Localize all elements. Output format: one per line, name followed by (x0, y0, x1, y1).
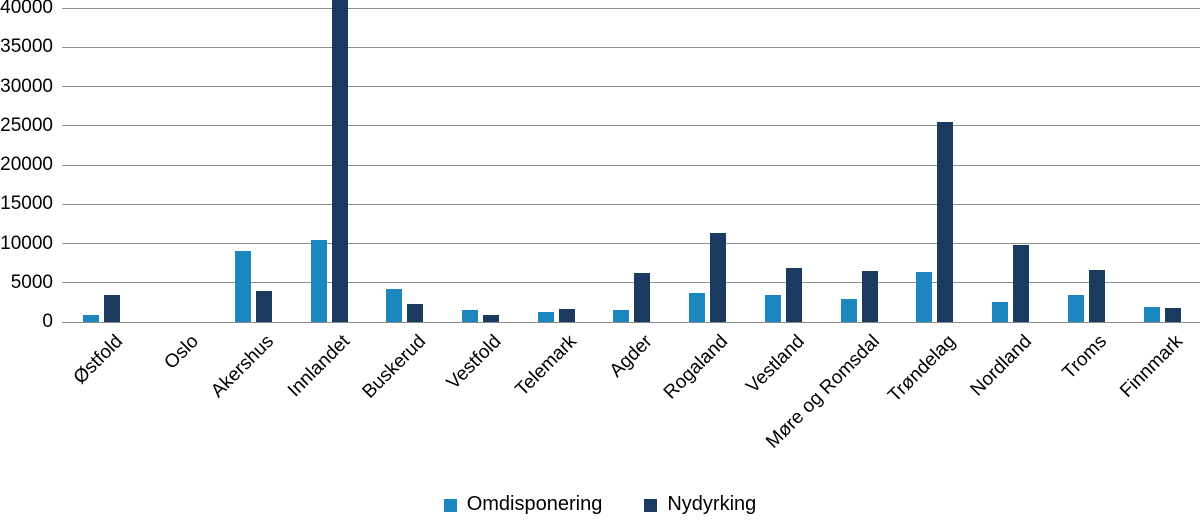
y-tick-label: 5000 (10, 271, 53, 293)
plot-area: 0 5000 10000 15000 20000 25000 30000 35000 40000 (0, 0, 1200, 332)
gridline (62, 243, 1200, 244)
y-tick-label: 0 (42, 311, 53, 332)
bar-omdisponering (1143, 307, 1160, 322)
bar-group-vestland (746, 0, 822, 322)
x-tick-label: Buskerud (358, 331, 430, 403)
bar-omdisponering (689, 292, 706, 322)
gridline (62, 7, 1200, 9)
bar-omdisponering (386, 289, 403, 322)
x-axis-line (62, 321, 1200, 323)
gridline (62, 86, 1200, 87)
bar-nydyrking (1088, 270, 1105, 322)
bar-nydyrking (785, 267, 802, 322)
legend: Omdisponering Nydyrking (0, 492, 1200, 516)
bar-nydyrking (255, 290, 272, 322)
bar-omdisponering (916, 271, 933, 322)
bar-omdisponering (234, 251, 251, 322)
bar-omdisponering (537, 311, 554, 322)
y-tick-label: 35000 (0, 36, 53, 58)
legend-label: Nydyrking (667, 493, 757, 515)
bar-omdisponering (83, 314, 100, 322)
bar-nydyrking (483, 314, 500, 322)
legend-item-nydyrking: Nydyrking (644, 492, 756, 516)
bar-group-akershus (215, 0, 291, 322)
bar-group-buskerud (367, 0, 443, 322)
x-tick-label: Telemark (511, 331, 582, 401)
x-tick-label: Troms (1058, 331, 1112, 384)
bar-group-agder (594, 0, 670, 322)
x-tick-label: Akershus (207, 331, 279, 402)
x-tick-label: Rogaland (660, 331, 733, 404)
x-tick-label: Vestfold (442, 331, 506, 394)
bar-nydyrking (710, 233, 727, 322)
gridline (62, 282, 1200, 284)
bar-nydyrking (937, 121, 954, 322)
bar-group-innlandet (291, 0, 367, 322)
bar-omdisponering (1067, 295, 1084, 322)
bar-group-telemark (518, 0, 594, 322)
bar-omdisponering (310, 240, 327, 322)
x-tick-label: Finnmark (1116, 331, 1187, 402)
y-tick-label: 40000 (0, 0, 53, 18)
bar-omdisponering (840, 299, 857, 322)
legend-label: Omdisponering (466, 493, 603, 515)
bar-nydyrking (1013, 245, 1030, 322)
y-tick-label: 15000 (0, 193, 53, 215)
gridline (62, 203, 1200, 205)
x-tick-label: Nordland (966, 331, 1036, 401)
bar-omdisponering (764, 294, 781, 322)
gridline (62, 46, 1200, 48)
legend-swatch-icon (443, 498, 457, 512)
bar-nydyrking (331, 0, 348, 322)
bar-nydyrking (104, 295, 121, 322)
bar-group-m-re-og-romsdal (821, 0, 897, 322)
legend-item-omdisponering: Omdisponering (443, 492, 603, 516)
bar-nydyrking (407, 303, 424, 322)
bar-nydyrking (634, 272, 651, 322)
y-tick-label: 25000 (0, 114, 53, 136)
bar-group-oslo (140, 0, 216, 322)
bar-group-vestfold (443, 0, 519, 322)
bar-nydyrking (558, 308, 575, 322)
bar-omdisponering (613, 310, 630, 322)
bar-nydyrking (1164, 307, 1181, 322)
x-tick-label: Agder (606, 331, 657, 382)
bar-group-nordland (973, 0, 1049, 322)
bar-group-tr-ndelag (897, 0, 973, 322)
bar-group--stfold (64, 0, 140, 322)
bar-omdisponering (462, 310, 479, 322)
x-tick-label: Vestland (741, 331, 809, 398)
y-tick-label: 30000 (0, 75, 53, 97)
x-tick-label: Innlandet (283, 331, 354, 402)
bar-omdisponering (992, 302, 1009, 322)
bar-nydyrking (861, 270, 878, 322)
y-tick-label: 10000 (0, 232, 53, 254)
x-tick-label: Oslo (159, 331, 203, 374)
x-tick-label: Trøndelag (884, 331, 960, 407)
x-tick-label: Østfold (69, 331, 127, 389)
y-tick-label: 20000 (0, 154, 53, 175)
bar-group-finnmark (1124, 0, 1200, 322)
bar-group-troms (1049, 0, 1125, 322)
bar-group-rogaland (670, 0, 746, 322)
legend-swatch-icon (644, 498, 658, 512)
gridline (62, 125, 1200, 127)
gridline (62, 164, 1200, 166)
